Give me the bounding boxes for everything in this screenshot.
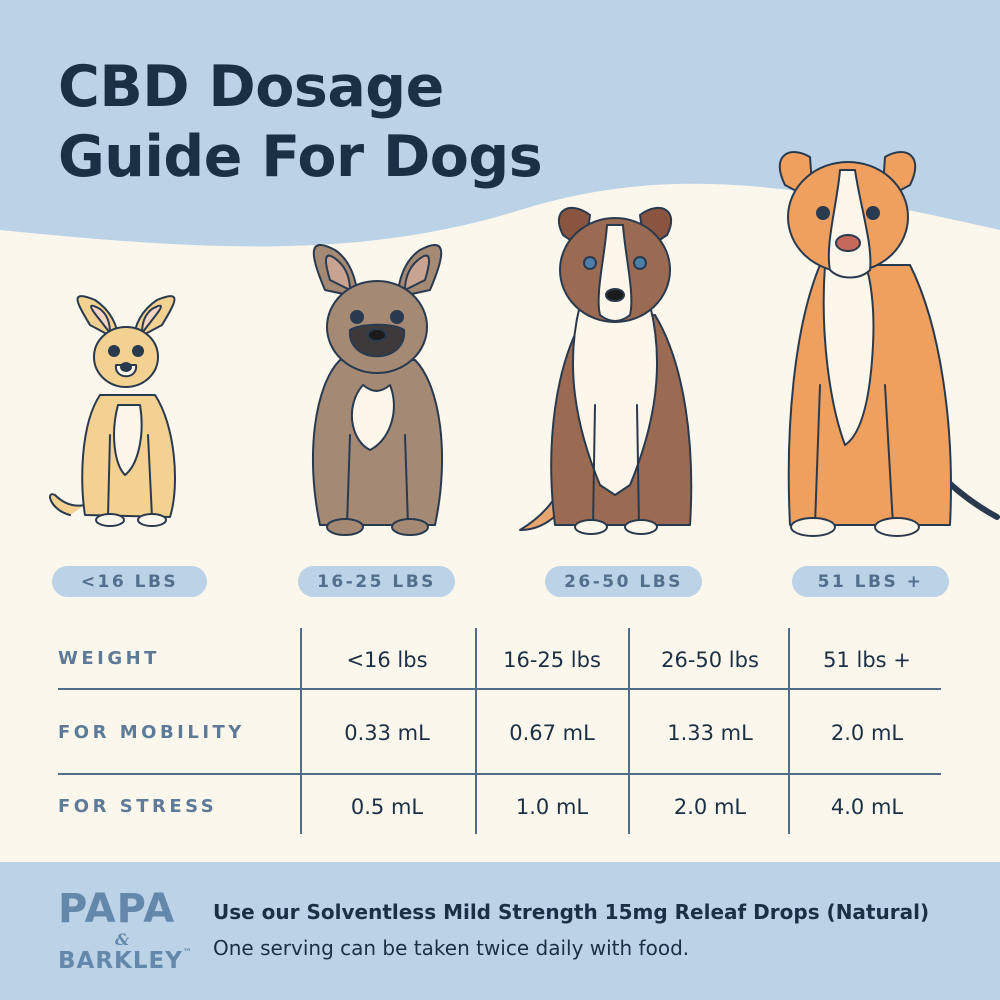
table-cell: 26-50 lbs	[661, 648, 759, 672]
serving-instructions: One serving can be taken twice daily wit…	[213, 936, 690, 960]
row-label-stress: FOR STRESS	[58, 796, 218, 817]
table-cell: 0.5 mL	[350, 795, 424, 819]
table-cell: 2.0 mL	[830, 721, 904, 745]
logo-bottom: BARKLEY™	[58, 948, 193, 974]
table-cell: 1.0 mL	[515, 795, 589, 819]
title-line-2: Guide For Dogs	[58, 124, 543, 190]
french-bulldog-icon	[312, 244, 443, 536]
weight-pill-large: 26-50 LBS	[545, 566, 702, 597]
dosage-table: WEIGHT <16 lbs 16-25 lbs 26-50 lbs 51 lb…	[0, 628, 1000, 834]
logo-top-text: PAPA	[58, 886, 176, 932]
table-cell: 51 lbs +	[823, 648, 911, 672]
title-line-1: CBD Dosage	[58, 54, 444, 120]
table-cell: 0.33 mL	[344, 721, 430, 745]
logo-trademark: ™	[182, 948, 193, 958]
weight-pill-xlarge: 51 LBS +	[792, 566, 949, 597]
table-cell: 2.0 mL	[673, 795, 747, 819]
page-title: CBD Dosage Guide For Dogs	[58, 52, 543, 192]
row-label-mobility: FOR MOBILITY	[58, 722, 245, 743]
table-cell: 0.67 mL	[509, 721, 595, 745]
table-divider	[475, 628, 477, 834]
table-cell: 4.0 mL	[830, 795, 904, 819]
table-divider	[788, 628, 790, 834]
table-cell: 16-25 lbs	[503, 648, 601, 672]
table-cell: <16 lbs	[346, 648, 428, 672]
table-row-divider	[58, 688, 941, 690]
row-label-weight: WEIGHT	[58, 648, 160, 669]
australian-shepherd-icon	[519, 206, 693, 535]
logo-bottom-text: BARKLEY	[58, 948, 183, 974]
table-row-divider	[58, 773, 941, 775]
product-recommendation: Use our Solventless Mild Strength 15mg R…	[213, 900, 930, 924]
table-divider	[300, 628, 302, 834]
footer: PAPA & BARKLEY™ Use our Solventless Mild…	[0, 862, 1000, 1000]
papa-barkley-logo: PAPA & BARKLEY™	[58, 886, 198, 981]
logo-ampersand: &	[115, 930, 130, 949]
pitbull-icon	[778, 151, 1000, 537]
weight-pill-medium: 16-25 LBS	[298, 566, 455, 597]
table-cell: 1.33 mL	[667, 721, 753, 745]
weight-pill-small: <16 LBS	[52, 566, 207, 597]
chihuahua-icon	[49, 295, 176, 527]
table-divider	[628, 628, 630, 834]
